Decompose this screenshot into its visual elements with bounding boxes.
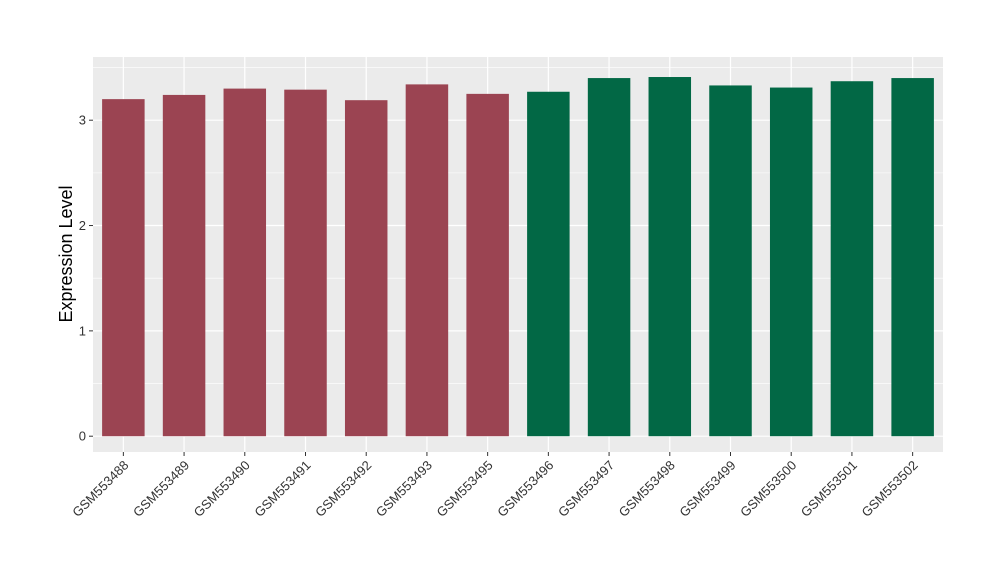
x-tick-label: GSM553489 [130, 458, 192, 520]
bar [648, 77, 692, 437]
x-tick-label: GSM553498 [616, 458, 678, 520]
bar [102, 99, 145, 437]
bar [587, 78, 631, 437]
x-tick-label: GSM553492 [312, 458, 374, 520]
x-tick-label: GSM553488 [69, 458, 131, 520]
bar [162, 94, 206, 437]
y-tick-label: 0 [79, 429, 86, 444]
plot-panel [93, 57, 943, 452]
y-axis: 0 1 2 3 [79, 113, 93, 444]
x-tick-label: GSM553501 [798, 458, 860, 520]
x-tick-label: GSM553502 [859, 458, 921, 520]
bar [709, 85, 752, 437]
bar [466, 93, 509, 437]
bar [344, 100, 388, 437]
bar [284, 89, 327, 437]
bar [891, 78, 934, 437]
x-tick-label: GSM553493 [373, 458, 435, 520]
x-tick-label: GSM553495 [434, 458, 496, 520]
y-tick-label: 3 [79, 113, 86, 128]
bar [769, 87, 813, 437]
x-tick-label: GSM553490 [191, 458, 253, 520]
bars [102, 77, 934, 437]
x-tick-label: GSM553491 [251, 458, 313, 520]
x-tick-label: GSM553496 [494, 458, 556, 520]
bar [405, 84, 449, 437]
y-axis-title: Expression Level [56, 185, 76, 322]
y-tick-label: 2 [79, 218, 86, 233]
bar [223, 88, 267, 437]
x-tick-label: GSM553497 [555, 458, 617, 520]
bar [830, 81, 874, 437]
bar [527, 91, 570, 437]
y-tick-label: 1 [79, 323, 86, 338]
x-tick-label: GSM553499 [676, 458, 738, 520]
x-axis: GSM553488GSM553489GSM553490GSM553491GSM5… [69, 452, 921, 520]
x-tick-label: GSM553500 [737, 458, 799, 520]
